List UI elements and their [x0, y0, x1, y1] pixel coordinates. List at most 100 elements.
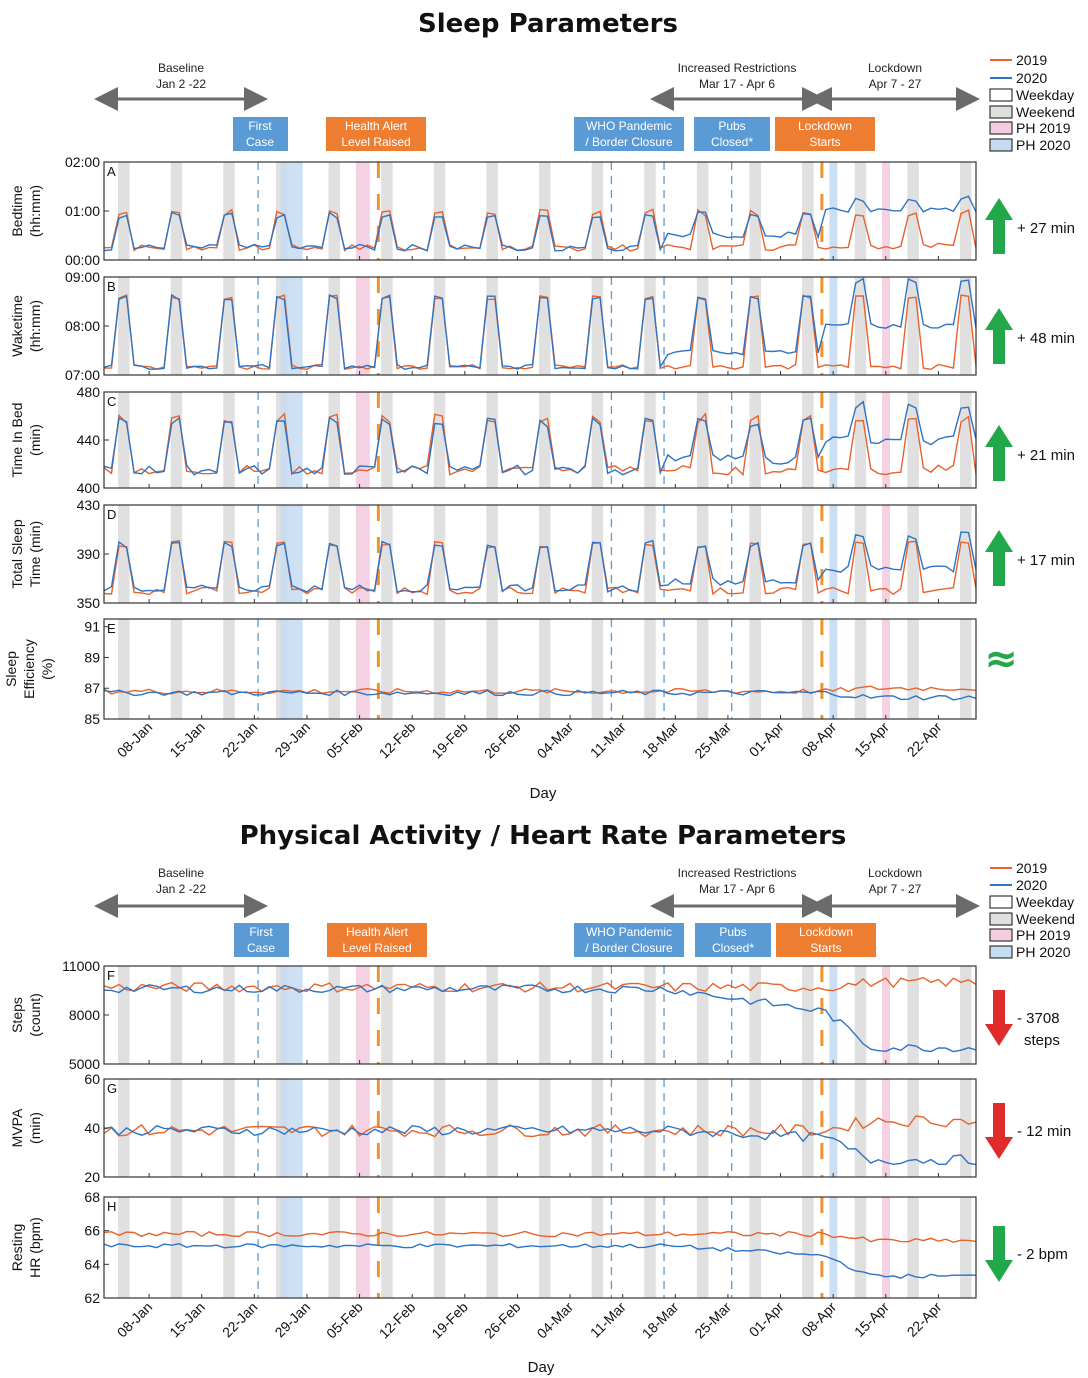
- weekend-band: [328, 505, 341, 603]
- weekend-band: [381, 505, 393, 603]
- change-value: + 48 min: [1017, 330, 1075, 347]
- ph-2020-band: [280, 1197, 303, 1298]
- x-tick-label: 01-Apr: [746, 1299, 787, 1340]
- period-lockdown-label-2: Lockdown: [868, 866, 922, 880]
- y-tick-label: 8000: [69, 1007, 100, 1023]
- weekend-band: [749, 392, 761, 488]
- y-tick-label: 91: [84, 619, 100, 635]
- x-tick-label: 19-Feb: [428, 719, 471, 762]
- svg-text:Pubs: Pubs: [718, 119, 745, 133]
- weekend-band: [539, 966, 551, 1064]
- panel-frame: [103, 1196, 977, 1299]
- series-2020-line: [103, 689, 977, 701]
- weekend-band: [644, 505, 656, 603]
- weekend-band: [644, 392, 656, 488]
- y-tick-label: 66: [84, 1223, 100, 1239]
- weekend-band: [381, 1079, 393, 1177]
- weekend-band: [591, 1197, 604, 1298]
- weekend-band: [591, 277, 604, 375]
- svg-text:Pubs: Pubs: [719, 925, 746, 939]
- ph-2020-band: [280, 277, 303, 375]
- change-value: + 17 min: [1017, 552, 1075, 569]
- svg-text:WHO Pandemic: WHO Pandemic: [586, 119, 672, 133]
- y-tick-label: 40: [84, 1120, 100, 1136]
- panel-A: A 02:00 01:00 00:00 Bedtime (hh:mm) + 27 min: [9, 154, 1075, 268]
- y-axis-label: Time (min): [27, 521, 43, 587]
- svg-text:First: First: [249, 925, 273, 939]
- weekend-band: [170, 619, 183, 719]
- y-axis-label: (hh:mm): [27, 300, 43, 352]
- ph-2020-band: [829, 277, 838, 375]
- weekend-band: [644, 966, 656, 1064]
- weekend-band: [591, 162, 604, 260]
- weekend-band: [696, 966, 709, 1064]
- weekend-band: [486, 392, 498, 488]
- weekend-band: [854, 966, 867, 1064]
- weekend-band: [854, 162, 867, 260]
- increase-arrow-icon: [985, 198, 1013, 254]
- y-axis-label: Waketime: [9, 295, 25, 357]
- change-value: + 21 min: [1017, 447, 1075, 464]
- series-2020-line: [103, 195, 977, 252]
- panel-H: H 68 66 64 62 Resting HR (bpm) - 2 bpm: [9, 1189, 1068, 1306]
- ph-2019-band: [355, 619, 370, 719]
- svg-text:Level Raised: Level Raised: [342, 941, 411, 955]
- x-tick-label: 04-Mar: [534, 1299, 577, 1342]
- y-tick-label: 85: [84, 711, 100, 727]
- weekend-band: [328, 162, 341, 260]
- svg-text:PH 2019: PH 2019: [1016, 120, 1071, 136]
- weekend-band: [591, 1079, 604, 1177]
- ph-2020-band: [829, 1197, 838, 1298]
- x-tick-label: 19-Feb: [428, 1299, 471, 1342]
- x-tick-label: 08-Apr: [798, 1299, 839, 1340]
- series-2019-line: [104, 294, 977, 371]
- weekend-band: [907, 277, 919, 375]
- weekend-band: [170, 1079, 183, 1177]
- increase-arrow-icon: [985, 530, 1013, 586]
- weekend-band: [749, 505, 761, 603]
- weekend-band: [959, 966, 972, 1064]
- svg-text:Level Raised: Level Raised: [341, 135, 410, 149]
- weekend-band: [591, 392, 604, 488]
- weekend-band: [644, 619, 656, 719]
- increase-arrow-icon: [985, 308, 1013, 364]
- x-tick-label: 08-Apr: [798, 719, 839, 760]
- ph-2019-band: [882, 1197, 891, 1298]
- weekend-band: [486, 1197, 498, 1298]
- x-tick-label: 12-Feb: [376, 719, 419, 762]
- x-tick-label: 15-Jan: [166, 1299, 208, 1341]
- weekend-band: [854, 277, 867, 375]
- svg-text:Case: Case: [246, 135, 274, 149]
- y-tick-label: 430: [77, 497, 101, 513]
- weekend-band: [170, 505, 183, 603]
- svg-text:Weekday: Weekday: [1016, 894, 1074, 910]
- series-2020-line: [103, 277, 977, 371]
- y-axis-label: Efficiency: [21, 639, 37, 699]
- weekend-band: [802, 505, 814, 603]
- weekend-band: [907, 1197, 919, 1298]
- y-tick-label: 68: [84, 1189, 100, 1205]
- ph-2020-band: [280, 392, 303, 488]
- y-tick-label: 89: [84, 649, 100, 665]
- panel-C: C 480 440 400 Time In Bed (min) + 21 min: [9, 384, 1075, 496]
- svg-text:2020: 2020: [1016, 70, 1047, 86]
- period-restrictions-label: Increased Restrictions: [678, 61, 797, 75]
- ph-2020-band: [280, 966, 303, 1064]
- weekend-band: [328, 277, 341, 375]
- x-tick-label: 01-Apr: [746, 719, 787, 760]
- series-2020-line: [103, 1242, 977, 1279]
- series-2019-line: [103, 540, 977, 596]
- y-axis-label: Steps: [9, 997, 25, 1033]
- weekend-band: [854, 505, 867, 603]
- weekend-band: [696, 1197, 709, 1298]
- weekend-band: [223, 277, 235, 375]
- weekend-band: [433, 392, 446, 488]
- weekend-band: [223, 392, 235, 488]
- weekend-band: [959, 1079, 972, 1177]
- weekend-band: [802, 1197, 814, 1298]
- weekend-band: [433, 277, 446, 375]
- panel-letter: H: [107, 1199, 116, 1214]
- y-tick-label: 390: [77, 546, 101, 562]
- svg-text:Closed*: Closed*: [712, 941, 754, 955]
